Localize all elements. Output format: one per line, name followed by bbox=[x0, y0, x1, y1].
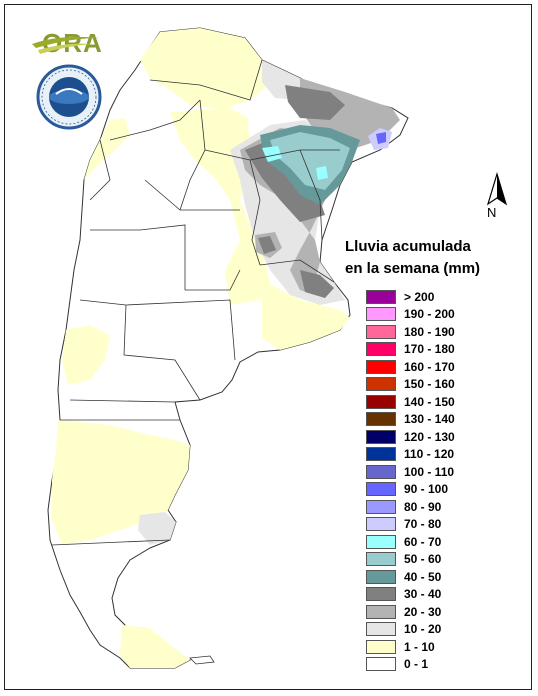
legend-label: 140 - 150 bbox=[404, 394, 455, 409]
legend-swatch bbox=[366, 639, 396, 654]
rain-area-1-10-tdf bbox=[120, 625, 190, 668]
rain-area-1-10-west bbox=[84, 118, 130, 180]
legend-swatch bbox=[366, 517, 396, 532]
legend-item: 60 - 70 bbox=[366, 533, 455, 551]
legend-label: 150 - 160 bbox=[404, 377, 455, 392]
legend-label: 170 - 180 bbox=[404, 342, 455, 357]
legend-label: 1 - 10 bbox=[404, 639, 435, 654]
rain-area-1-10-north bbox=[140, 28, 280, 110]
legend-item: 120 - 130 bbox=[366, 428, 455, 446]
legend-item: 100 - 110 bbox=[366, 463, 455, 481]
legend-label: > 200 bbox=[404, 289, 435, 304]
legend-item: 10 - 20 bbox=[366, 621, 455, 639]
legend-item: 40 - 50 bbox=[366, 568, 455, 586]
legend-label: 180 - 190 bbox=[404, 324, 455, 339]
legend-label: 50 - 60 bbox=[404, 552, 442, 567]
small-island bbox=[189, 655, 215, 665]
legend-swatch bbox=[366, 569, 396, 584]
legend-item: 130 - 140 bbox=[366, 411, 455, 429]
legend-title-line1: Lluvia acumulada bbox=[345, 238, 471, 255]
rain-area-30-40-litoral bbox=[245, 140, 325, 222]
legend-item: 80 - 90 bbox=[366, 498, 455, 516]
legend-label: 190 - 200 bbox=[404, 307, 455, 322]
legend-label: 40 - 50 bbox=[404, 569, 442, 584]
legend-swatch bbox=[366, 622, 396, 637]
legend-item: 190 - 200 bbox=[366, 306, 455, 324]
legend-title-line2: en la semana (mm) bbox=[345, 260, 481, 277]
rain-area-60-70-corrientes bbox=[316, 166, 328, 180]
legend-item: 30 - 40 bbox=[366, 586, 455, 604]
legend-swatch bbox=[366, 429, 396, 444]
rain-area-30-40-ne bbox=[285, 85, 345, 120]
legend-label: 70 - 80 bbox=[404, 517, 442, 532]
legend-item: 20 - 30 bbox=[366, 603, 455, 621]
rain-area-90-100-misiones bbox=[376, 132, 386, 144]
legend-label: 60 - 70 bbox=[404, 534, 442, 549]
legend-label: 80 - 90 bbox=[404, 499, 442, 514]
legend-swatch bbox=[366, 289, 396, 304]
legend-label: 160 - 170 bbox=[404, 359, 455, 374]
legend-swatch bbox=[366, 464, 396, 479]
legend-swatch bbox=[366, 604, 396, 619]
rain-area-10-20-chubut bbox=[138, 512, 176, 545]
rain-area-60-70-litoral bbox=[262, 146, 282, 162]
legend-item: 180 - 190 bbox=[366, 323, 455, 341]
legend-item: > 200 bbox=[366, 288, 455, 306]
north-label: N bbox=[487, 205, 497, 220]
legend-swatch bbox=[366, 447, 396, 462]
legend-title: Lluvia acumulada en la semana (mm) bbox=[345, 236, 525, 280]
legend-item: 150 - 160 bbox=[366, 376, 455, 394]
legend-item: 70 - 80 bbox=[366, 516, 455, 534]
legend-swatch bbox=[366, 412, 396, 427]
legend-item: 90 - 100 bbox=[366, 481, 455, 499]
legend-label: 130 - 140 bbox=[404, 412, 455, 427]
legend-item: 110 - 120 bbox=[366, 446, 455, 464]
rain-area-1-10-coast bbox=[262, 280, 350, 350]
legend-label: 100 - 110 bbox=[404, 464, 455, 479]
legend-swatch bbox=[366, 342, 396, 357]
legend-item: 170 - 180 bbox=[366, 341, 455, 359]
legend-swatch bbox=[366, 587, 396, 602]
rain-area-1-10-mendoza bbox=[62, 325, 110, 385]
legend-item: 160 - 170 bbox=[366, 358, 455, 376]
legend-swatch bbox=[366, 394, 396, 409]
logo-swoosh-icon bbox=[32, 36, 100, 54]
legend-label: 0 - 1 bbox=[404, 657, 429, 672]
legend-label: 20 - 30 bbox=[404, 604, 442, 619]
legend-swatch bbox=[366, 359, 396, 374]
legend-item: 50 - 60 bbox=[366, 551, 455, 569]
legend-label: 110 - 120 bbox=[404, 447, 455, 462]
legend-swatch bbox=[366, 307, 396, 322]
legend-swatch bbox=[366, 377, 396, 392]
province-boundaries bbox=[51, 59, 340, 626]
legend-item: 1 - 10 bbox=[366, 638, 455, 656]
legend-label: 30 - 40 bbox=[404, 587, 442, 602]
legend-item: 140 - 150 bbox=[366, 393, 455, 411]
legend-label: 90 - 100 bbox=[404, 482, 449, 497]
rain-area-50-60-litoral bbox=[270, 132, 350, 190]
legend-swatch bbox=[366, 499, 396, 514]
legend-swatch bbox=[366, 657, 396, 672]
rain-area-30-40-center bbox=[258, 236, 276, 254]
legend-swatch bbox=[366, 324, 396, 339]
legend-swatch bbox=[366, 552, 396, 567]
legend-label: 120 - 130 bbox=[404, 429, 455, 444]
legend-label: 10 - 20 bbox=[404, 622, 442, 637]
legend: > 200 190 - 200 180 - 190 170 - 180 160 - 17… bbox=[366, 288, 455, 673]
legend-item: 0 - 1 bbox=[366, 656, 455, 674]
smn-seal-icon bbox=[36, 64, 102, 130]
legend-swatch bbox=[366, 534, 396, 549]
north-arrow-icon bbox=[486, 172, 508, 206]
legend-swatch bbox=[366, 482, 396, 497]
rain-area-30-40-baires bbox=[300, 270, 334, 298]
